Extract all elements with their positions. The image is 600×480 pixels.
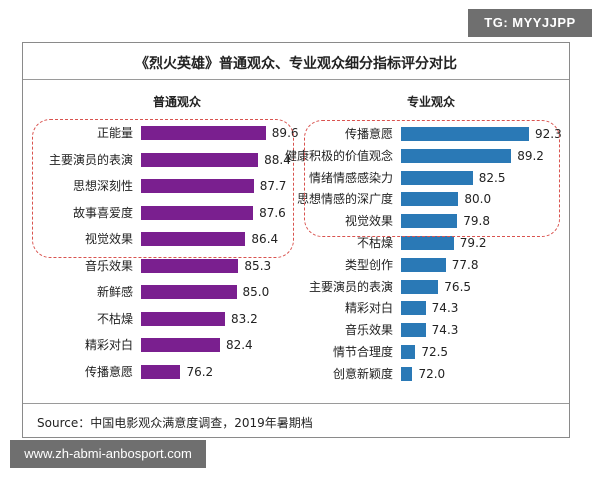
professional-bar	[401, 148, 512, 163]
professional-category-label: 传播意愿	[344, 127, 393, 141]
professional-category-label: 精彩对白	[344, 301, 393, 316]
general-category-label: 正能量	[96, 126, 133, 140]
professional-panel-title: 专业观众	[407, 95, 456, 109]
professional-bar	[401, 301, 426, 316]
telegram-tag: TG: MYYJJPP	[468, 9, 592, 37]
general-top5-highlight	[32, 119, 294, 258]
professional-category-label: 不枯燥	[356, 236, 393, 250]
general-bar	[141, 338, 220, 352]
professional-value-label: 79.2	[459, 236, 487, 250]
professional-category-label: 类型创作	[344, 257, 393, 272]
watermark: www.zh-abmi-anbosport.com	[10, 440, 206, 468]
general-value-label: 87.7	[259, 179, 287, 193]
professional-bar	[401, 366, 413, 381]
general-panel-title: 普通观众	[153, 95, 202, 109]
general-bar	[141, 285, 237, 299]
professional-value-label: 72.5	[421, 345, 449, 359]
source-divider	[23, 403, 569, 404]
general-category-label: 视觉效果	[84, 232, 133, 246]
professional-value-label: 74.3	[431, 301, 459, 316]
title-divider	[23, 79, 569, 80]
professional-value-label: 80.0	[464, 192, 492, 207]
general-category-label: 精彩对白	[84, 338, 133, 352]
professional-bar	[401, 257, 446, 272]
general-bar	[141, 205, 254, 220]
chart-title: 《烈火英雄》普通观众、专业观众细分指标评分对比	[135, 56, 457, 72]
general-bar	[141, 232, 246, 246]
general-value-label: 88.4	[264, 152, 291, 167]
professional-category-label: 情节合理度	[332, 345, 393, 359]
professional-bar	[401, 170, 473, 185]
general-value-label: 83.2	[231, 311, 258, 326]
general-value-label: 85.0	[242, 285, 270, 299]
general-category-label: 思想深刻性	[72, 179, 133, 193]
general-category-label: 不枯燥	[96, 311, 133, 326]
professional-bar	[401, 214, 458, 229]
professional-category-label: 主要演员的表演	[308, 279, 393, 294]
professional-value-label: 74.3	[431, 323, 459, 338]
professional-value-label: 77.8	[451, 257, 479, 272]
general-value-label: 76.2	[186, 364, 214, 379]
source-note: Source：中国电影观众满意度调查，2019年暑期档	[37, 416, 313, 430]
professional-bar	[401, 236, 454, 250]
professional-value-label: 89.2	[517, 148, 544, 163]
chart-frame: 《烈火英雄》普通观众、专业观众细分指标评分对比 普通观众 专业观众 正能量 89.…	[22, 42, 570, 438]
general-category-label: 新鲜感	[96, 285, 133, 299]
professional-category-label: 视觉效果	[344, 214, 393, 229]
general-category-label: 音乐效果	[84, 258, 133, 273]
professional-value-label: 72.0	[418, 366, 446, 381]
general-value-label: 85.3	[244, 258, 272, 273]
general-bar	[141, 364, 181, 379]
professional-value-label: 76.5	[444, 279, 472, 294]
general-bar	[141, 311, 226, 326]
professional-bar	[401, 192, 459, 207]
general-value-label: 82.4	[225, 338, 253, 352]
general-value-label: 87.6	[259, 205, 286, 220]
general-bar	[141, 126, 266, 140]
general-category-label: 故事喜爱度	[72, 205, 133, 220]
general-bar	[141, 152, 259, 167]
general-category-label: 传播意愿	[84, 364, 133, 379]
general-bar	[141, 258, 239, 273]
general-value-label: 86.4	[251, 232, 279, 246]
professional-bar	[401, 345, 416, 359]
professional-bar	[401, 127, 529, 141]
professional-category-label: 创意新颖度	[332, 366, 393, 381]
professional-value-label: 82.5	[478, 170, 506, 185]
general-category-label: 主要演员的表演	[48, 152, 133, 167]
professional-top5-highlight	[304, 120, 560, 237]
professional-category-label: 思想情感的深广度	[296, 192, 393, 207]
professional-bar	[401, 323, 426, 338]
professional-value-label: 79.8	[463, 214, 490, 229]
professional-category-label: 情绪情感感染力	[308, 170, 393, 185]
professional-bar	[401, 279, 439, 294]
professional-category-label: 健康积极的价值观念	[284, 148, 393, 163]
professional-category-label: 音乐效果	[344, 323, 393, 338]
general-bar	[141, 179, 254, 193]
